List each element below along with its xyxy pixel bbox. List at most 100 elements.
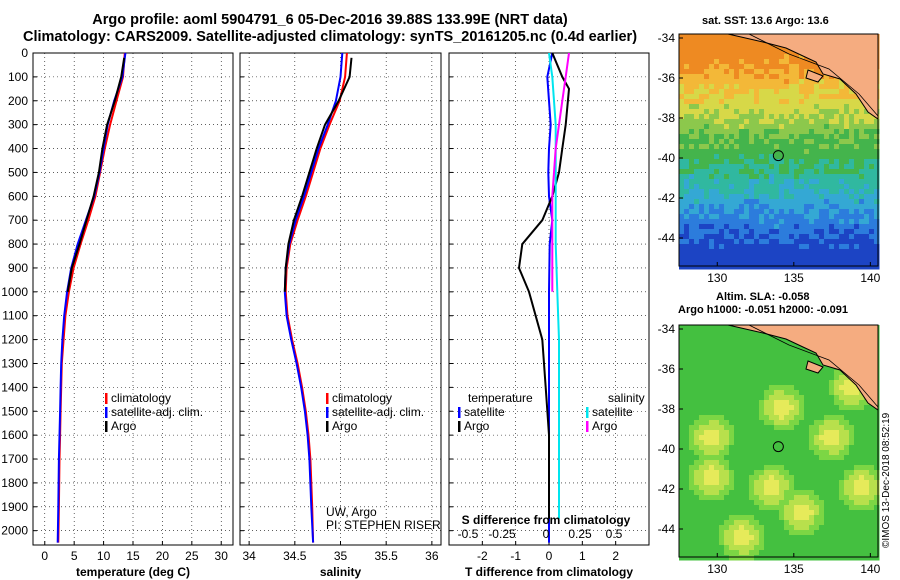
map-cell xyxy=(724,39,730,45)
map-cell xyxy=(779,134,785,140)
map-cell xyxy=(864,405,870,411)
map-cell xyxy=(744,199,750,205)
map-cell xyxy=(694,189,700,195)
map-cell xyxy=(734,455,740,461)
map-cell xyxy=(719,184,725,190)
map-cell xyxy=(824,109,830,115)
map-cell xyxy=(824,89,830,95)
map-cell xyxy=(729,490,735,496)
map-cell xyxy=(689,164,695,170)
map-cell xyxy=(789,365,795,371)
map-cell xyxy=(744,545,750,551)
map-cell xyxy=(689,335,695,341)
map-cell xyxy=(789,204,795,210)
map-cell xyxy=(689,430,695,436)
map-cell xyxy=(844,179,850,185)
map-cell xyxy=(709,189,715,195)
map-cell xyxy=(744,99,750,105)
map-cell xyxy=(874,515,880,521)
map-cell xyxy=(679,199,685,205)
map-cell xyxy=(839,79,845,85)
map-cell xyxy=(784,99,790,105)
map-cell xyxy=(819,405,825,411)
map-cell xyxy=(754,109,760,115)
map-cell xyxy=(694,59,700,65)
map-cell xyxy=(829,79,835,85)
map-cell xyxy=(864,475,870,481)
map-cell xyxy=(784,360,790,366)
map-cell xyxy=(704,415,710,421)
map-cell xyxy=(694,535,700,541)
map-cell xyxy=(709,440,715,446)
map-cell xyxy=(769,199,775,205)
map-cell xyxy=(704,224,710,230)
map-cell xyxy=(724,89,730,95)
map-cell xyxy=(719,214,725,220)
map-cell xyxy=(719,104,725,110)
map-cell xyxy=(824,370,830,376)
map-cell xyxy=(794,360,800,366)
map-cell xyxy=(834,510,840,516)
map-cell xyxy=(854,104,860,110)
map-cell xyxy=(804,515,810,521)
map-cell xyxy=(764,59,770,65)
map-cell xyxy=(854,109,860,115)
map-cell xyxy=(699,525,705,531)
map-cell xyxy=(824,365,830,371)
map-cell xyxy=(739,99,745,105)
depth-tick-label: 1400 xyxy=(1,380,28,394)
map-cell xyxy=(829,169,835,175)
map-cell xyxy=(789,490,795,496)
map-cell xyxy=(819,184,825,190)
map-cell xyxy=(764,450,770,456)
map-cell xyxy=(764,520,770,526)
map-cell xyxy=(784,535,790,541)
map-cell xyxy=(779,415,785,421)
map-cell xyxy=(829,505,835,511)
map-cell xyxy=(799,445,805,451)
map-cell xyxy=(874,500,880,506)
map-cell xyxy=(794,525,800,531)
map-cell xyxy=(844,234,850,240)
map-cell xyxy=(684,34,690,40)
map-cell xyxy=(734,164,740,170)
map-cell xyxy=(744,139,750,145)
map-cell xyxy=(709,330,715,336)
map-cell xyxy=(744,330,750,336)
map-cell xyxy=(679,139,685,145)
map-cell xyxy=(729,259,735,265)
map-cell xyxy=(819,480,825,486)
map-cell xyxy=(694,385,700,391)
map-cell xyxy=(864,144,870,150)
map-cell xyxy=(724,485,730,491)
map-cell xyxy=(679,54,685,60)
map-cell xyxy=(724,430,730,436)
map-cell xyxy=(734,515,740,521)
map-cell xyxy=(729,380,735,386)
map-cell xyxy=(704,500,710,506)
map-cell xyxy=(759,350,765,356)
map-cell xyxy=(719,99,725,105)
map-cell xyxy=(864,204,870,210)
map-cell xyxy=(729,525,735,531)
map-cell xyxy=(789,144,795,150)
map-cell xyxy=(724,199,730,205)
map-cell xyxy=(724,169,730,175)
map-cell xyxy=(689,325,695,331)
map-cell xyxy=(814,400,820,406)
map-cell xyxy=(699,420,705,426)
map-cell xyxy=(779,405,785,411)
map-cell xyxy=(714,94,720,100)
map-cell xyxy=(799,209,805,215)
map-cell xyxy=(794,400,800,406)
map-cell xyxy=(774,234,780,240)
map-cell xyxy=(749,109,755,115)
map-cell xyxy=(714,505,720,511)
map-cell xyxy=(794,149,800,155)
map-cell xyxy=(844,164,850,170)
map-cell xyxy=(774,410,780,416)
map-cell xyxy=(759,254,765,260)
map-cell xyxy=(814,254,820,260)
map-cell xyxy=(869,410,875,416)
map-cell xyxy=(814,525,820,531)
